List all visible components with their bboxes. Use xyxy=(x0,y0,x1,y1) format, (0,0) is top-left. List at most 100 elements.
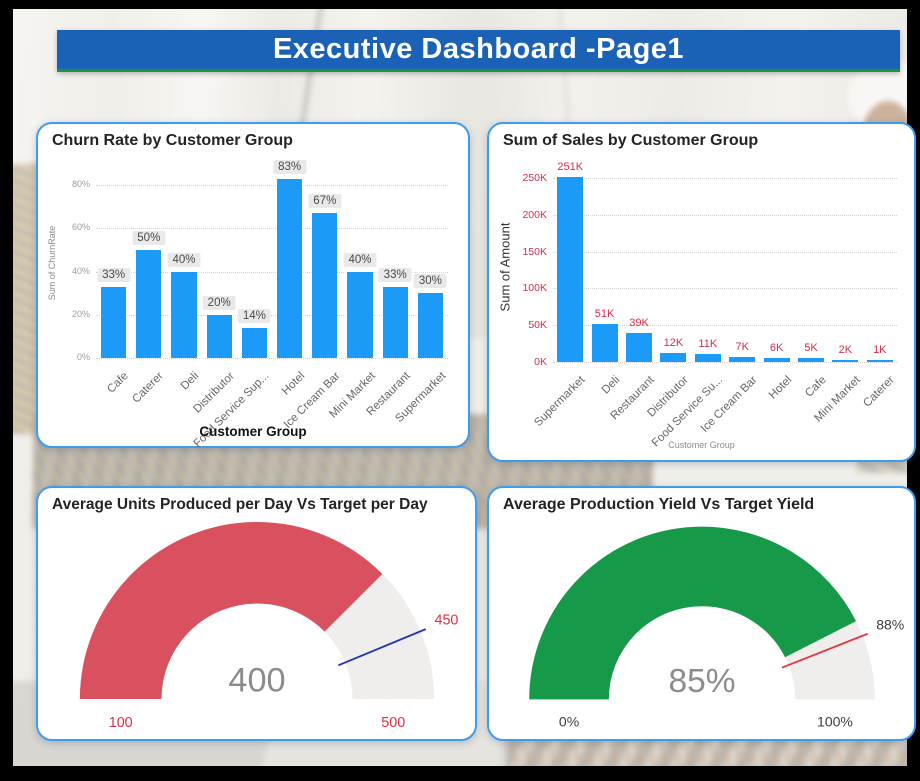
grid-line xyxy=(553,177,897,179)
gauge-title: Average Units Produced per Day Vs Target… xyxy=(52,496,428,513)
x-tick-label: Caterer xyxy=(861,374,898,410)
bar-value-label: 1K xyxy=(873,344,887,356)
bar[interactable] xyxy=(347,271,373,358)
units-produced-gauge-card[interactable]: Average Units Produced per Day Vs Target… xyxy=(36,486,477,741)
gauge-min-label: 100 xyxy=(108,715,132,731)
grid-line xyxy=(96,185,448,187)
bar-value-label: 30% xyxy=(413,274,447,289)
bar[interactable] xyxy=(557,177,584,362)
bar[interactable] xyxy=(832,360,859,362)
x-tick-label: Hotel xyxy=(279,370,308,398)
bar[interactable] xyxy=(382,286,408,358)
x-tick-label: Deli xyxy=(178,370,202,393)
gauge-target-needle xyxy=(781,633,868,669)
bar-value-label: 2K xyxy=(838,344,853,356)
grid-line xyxy=(553,325,897,327)
y-tick-label: 0K xyxy=(534,356,547,368)
bar[interactable] xyxy=(171,271,197,358)
gauge-max-label: 100% xyxy=(817,714,853,730)
gauge-min-label: 0% xyxy=(558,714,578,730)
bar[interactable] xyxy=(763,357,790,362)
y-tick-label: 150K xyxy=(522,245,547,258)
bar[interactable] xyxy=(417,293,444,358)
units-produced-gauge: 400 100 500 450 xyxy=(38,520,475,739)
bar[interactable] xyxy=(660,353,687,362)
grid-line xyxy=(553,288,897,290)
bar-value-label: 50% xyxy=(132,231,166,246)
gauge-title: Average Production Yield Vs Target Yield xyxy=(503,496,815,513)
x-tick-label: Cafe xyxy=(105,370,132,396)
y-tick-label: 250K xyxy=(522,171,547,184)
grid-line xyxy=(553,251,897,253)
gauge-target-label: 88% xyxy=(876,617,904,633)
bar-value-label: 20% xyxy=(202,295,236,310)
y-tick-label: 40% xyxy=(71,265,90,276)
x-tick-label: Supermarket xyxy=(532,374,588,430)
title-banner: Executive Dashboard -Page1 xyxy=(57,30,900,72)
bar-value-label: 40% xyxy=(167,252,201,267)
bar-value-label: 12K xyxy=(663,337,684,350)
churn-rate-chart-card[interactable]: Churn Rate by Customer Group Sum of Chur… xyxy=(36,122,470,450)
bar-value-label: 33% xyxy=(97,267,131,282)
x-tick-label: Hotel xyxy=(766,374,795,402)
x-tick-label: Deli xyxy=(599,374,623,397)
bar-value-label: 67% xyxy=(308,194,342,209)
bar[interactable] xyxy=(729,356,756,362)
chart-title: Churn Rate by Customer Group xyxy=(52,132,293,149)
bar-value-label: 14% xyxy=(237,308,271,323)
bar-value-label: 51K xyxy=(594,308,615,321)
y-tick-label: 60% xyxy=(71,222,90,233)
bar-value-label: 33% xyxy=(378,267,412,282)
bar[interactable] xyxy=(136,250,162,358)
sales-bar-chart: Sum of Amount 0K 50K 100K 150K 200K 250K 251K Su… xyxy=(489,156,914,460)
y-tick-label: 50K xyxy=(528,319,547,332)
bar[interactable] xyxy=(206,314,232,358)
sales-chart-card[interactable]: Sum of Sales by Customer Group Sum of Am… xyxy=(487,122,916,462)
y-tick-label: 80% xyxy=(71,179,90,190)
production-yield-gauge: 85% 0% 100% 88% xyxy=(489,520,914,739)
churn-bar-chart: Sum of ChurnRate 0% 20% 40% 60% 80% 33% Cafe 50%… xyxy=(38,156,468,450)
y-tick-label: 0% xyxy=(76,352,90,362)
bar[interactable] xyxy=(694,353,721,362)
grid-line xyxy=(553,362,897,363)
grid-line xyxy=(96,228,448,230)
gauge-target-label: 450 xyxy=(434,612,458,628)
grid-line xyxy=(96,271,448,273)
bar-value-label: 40% xyxy=(343,252,377,267)
x-axis-title: Customer Group xyxy=(668,440,735,450)
bar[interactable] xyxy=(625,333,653,362)
x-tick-label: Caterer xyxy=(130,370,167,406)
bar[interactable] xyxy=(100,286,127,358)
bar[interactable] xyxy=(591,324,618,362)
bar[interactable] xyxy=(866,360,893,362)
bar[interactable] xyxy=(276,178,303,358)
chart-title: Sum of Sales by Customer Group xyxy=(503,132,759,149)
page-title: Executive Dashboard -Page1 xyxy=(272,33,685,65)
y-axis-title: Sum of Amount xyxy=(497,222,513,312)
x-axis-title: Customer Group xyxy=(199,424,307,439)
grid-line xyxy=(96,358,448,359)
grid-line xyxy=(553,214,897,216)
bar-value-label: 5K xyxy=(804,342,818,355)
grid-line xyxy=(96,314,448,316)
bar-value-label: 7K xyxy=(735,340,749,353)
gauge-value-arc xyxy=(528,526,875,701)
gauge-max-label: 500 xyxy=(381,715,405,731)
x-tick-label: Cafe xyxy=(802,374,829,400)
bar[interactable] xyxy=(797,358,825,362)
bar[interactable] xyxy=(312,213,338,358)
gauge-target-needle xyxy=(337,628,426,666)
bar-value-label: 11K xyxy=(698,337,718,350)
gauge-value-text: 85% xyxy=(668,663,735,700)
gauge-value-arc xyxy=(79,521,434,700)
bar[interactable] xyxy=(241,327,268,358)
production-yield-gauge-card[interactable]: Average Production Yield Vs Target Yield… xyxy=(487,486,916,741)
y-tick-label: 20% xyxy=(71,308,90,319)
y-axis-title: Sum of ChurnRate xyxy=(47,225,57,301)
gauge-visual: 400 100 500 450 xyxy=(79,521,458,731)
bar-value-label: 6K xyxy=(769,341,784,354)
y-tick-label: 100K xyxy=(522,282,547,295)
bar-value-label: 83% xyxy=(273,159,307,174)
bar-value-label: 251K xyxy=(557,161,584,174)
